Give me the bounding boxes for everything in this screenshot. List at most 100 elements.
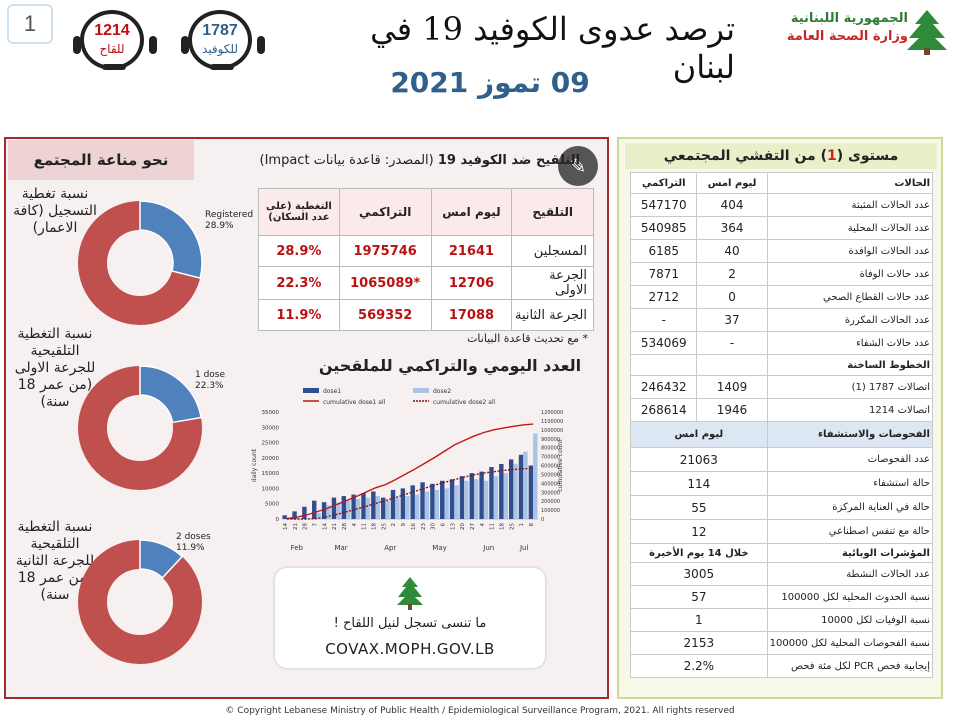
bar-dose2 — [355, 499, 361, 519]
bar-dose2 — [474, 479, 479, 519]
cell-value: 2712 — [629, 285, 698, 309]
bar-dose1 — [528, 465, 534, 519]
cell-value: 7871 — [629, 262, 698, 286]
cell-value — [696, 354, 768, 376]
y2-tick-label: 1000000 — [541, 428, 563, 434]
donut-label-name: 2 doses — [176, 532, 211, 542]
headset-left-ear-icon — [73, 36, 81, 54]
x-tick-label: 14 — [283, 523, 289, 530]
x-tick-label: 25 — [381, 523, 387, 530]
cell-value: 1409 — [696, 375, 768, 399]
bar-dose1 — [479, 471, 484, 519]
bar-dose2 — [346, 500, 351, 519]
row-label: نسبة الوفيات لكل 10000 — [766, 608, 934, 632]
legend-swatch — [303, 388, 319, 393]
x-tick-label: 21 — [293, 523, 299, 530]
chart-title: العدد اليومي والتراكمي للملقحين — [318, 356, 582, 375]
bar-dose1 — [312, 500, 317, 519]
headset-icon — [188, 10, 252, 70]
table-row: حالة مع تنفس اصطناعي 12 — [630, 519, 934, 544]
y2-tick-label: 0 — [541, 517, 544, 523]
microphone-icon — [210, 64, 234, 70]
x-tick-label: 27 — [470, 523, 476, 530]
cell-value: ليوم امس — [630, 421, 768, 448]
row-label: حالة في العناية المركزة — [766, 495, 934, 520]
bar-dose2 — [454, 485, 459, 519]
y-tick-label: 25000 — [262, 441, 280, 447]
row-label: نسبة الفحوصات المحلية لكل 100000 — [766, 631, 934, 655]
page-title: ترصد عدوى الكوفيد 19 في لبنان — [370, 10, 735, 86]
month-label: Mar — [334, 544, 347, 552]
bar-dose2 — [326, 505, 331, 519]
table-row: عدد الفحوصات 21063 — [630, 447, 934, 472]
cell-value: 1 — [630, 608, 768, 632]
table-row: عدد الحالات المكررة 37- — [629, 308, 934, 332]
covid-hotline-number: 1787 — [202, 22, 238, 39]
bar-dose2 — [365, 497, 371, 519]
bar-dose2 — [444, 488, 449, 519]
y-tick-label: 5000 — [265, 502, 279, 508]
donut-label-percent: 11.9% — [176, 543, 205, 553]
cell-value: 547170 — [629, 193, 698, 217]
community-level-number: 1 — [826, 148, 837, 164]
title-prefix: مستوى ( — [836, 148, 899, 164]
cedar-logo-icon — [907, 10, 947, 55]
donut-registered — [78, 200, 203, 325]
table-row: عدد حالات القطاع الصحي 0 2712 — [629, 285, 934, 309]
cell-daily: 21641 — [430, 235, 513, 267]
bar-dose2 — [336, 502, 341, 519]
table-row: نسبة الوفيات لكل 10000 1 — [630, 608, 934, 632]
row-label: المؤشرات الوبائية — [766, 543, 934, 563]
table-header-row: الفحوصات والاستشفاء ليوم امس — [630, 421, 934, 448]
x-tick-label: 1 — [519, 523, 525, 527]
x-tick-label: 21 — [332, 523, 338, 530]
vaccine-hotline-number: 1214 — [94, 22, 130, 39]
cell-value: 12 — [630, 519, 768, 544]
vaccination-title-bold: التلقيح ضد الكوفيد 19 — [437, 153, 580, 168]
table-row: عدد حالات الوفاة 2 7871 — [629, 262, 934, 286]
table-row: عدد الحالات المثبتة 404 547170 — [629, 193, 934, 217]
row-label: حالة استشفاء — [766, 471, 934, 496]
x-tick-label: 6 — [440, 523, 446, 527]
database-update-note: * مع تحديث قاعدة البيانات — [467, 332, 588, 345]
cell-value: 0 — [696, 285, 768, 309]
donut-covered-segment — [139, 539, 184, 579]
bar-dose1 — [489, 467, 494, 519]
x-tick-label: 18 — [372, 523, 378, 530]
column-header: التلقيح — [511, 188, 594, 236]
x-tick-label: 4 — [480, 523, 486, 527]
donut-label-dose1: 1 dose 22.3% — [195, 370, 225, 392]
table-row: الجرعة الثانية 17088 569352 11.9% — [258, 299, 594, 331]
x-tick-label: 23 — [421, 523, 427, 530]
row-label: عدد حالات الوفاة — [766, 262, 934, 286]
bar-dose2 — [316, 512, 321, 519]
column-header: التراكمي — [338, 188, 432, 236]
row-label: اتصالات 1787 (1) — [766, 375, 934, 399]
y-tick-label: 20000 — [262, 456, 280, 462]
x-tick-label: 18 — [500, 523, 506, 530]
covid-hotline-label: للكوفيد — [201, 42, 239, 56]
cell-value: 57 — [630, 585, 768, 609]
y2-tick-label: 500000 — [541, 472, 560, 478]
syringe-icon: ✎ — [558, 146, 598, 186]
cell-value: 268614 — [629, 398, 698, 422]
cumulative-dose2-line — [286, 467, 534, 520]
headset-left-ear-icon — [181, 36, 189, 54]
bar-dose2 — [523, 451, 528, 519]
cell-cumulative: 569352 — [338, 299, 432, 331]
bar-dose1 — [292, 511, 297, 519]
table-row: حالة استشفاء 114 — [630, 471, 934, 496]
y2-tick-label: 600000 — [541, 464, 560, 470]
table-row: الجرعة الاولى 12706 *1065089 22.3% — [258, 266, 594, 300]
row-label: إيجابية فحص PCR لكل مئة فحص — [766, 654, 934, 678]
bar-dose2 — [434, 489, 440, 519]
promo-message: ما تنسى تسجل لنيل اللقاح ! — [333, 616, 487, 631]
page-number: 1 — [7, 4, 53, 44]
row-label: عدد الفحوصات — [766, 447, 934, 472]
bar-dose1 — [420, 482, 425, 519]
bar-dose1 — [361, 493, 366, 519]
ministry-line-2: وزارة الصحة العامة — [786, 29, 908, 44]
table-row: اتصالات 1214 1946 268614 — [629, 398, 934, 422]
donut-label-name: 1 dose — [195, 370, 226, 380]
registration-link[interactable]: COVAX.MOPH.GOV.LB — [325, 640, 495, 658]
